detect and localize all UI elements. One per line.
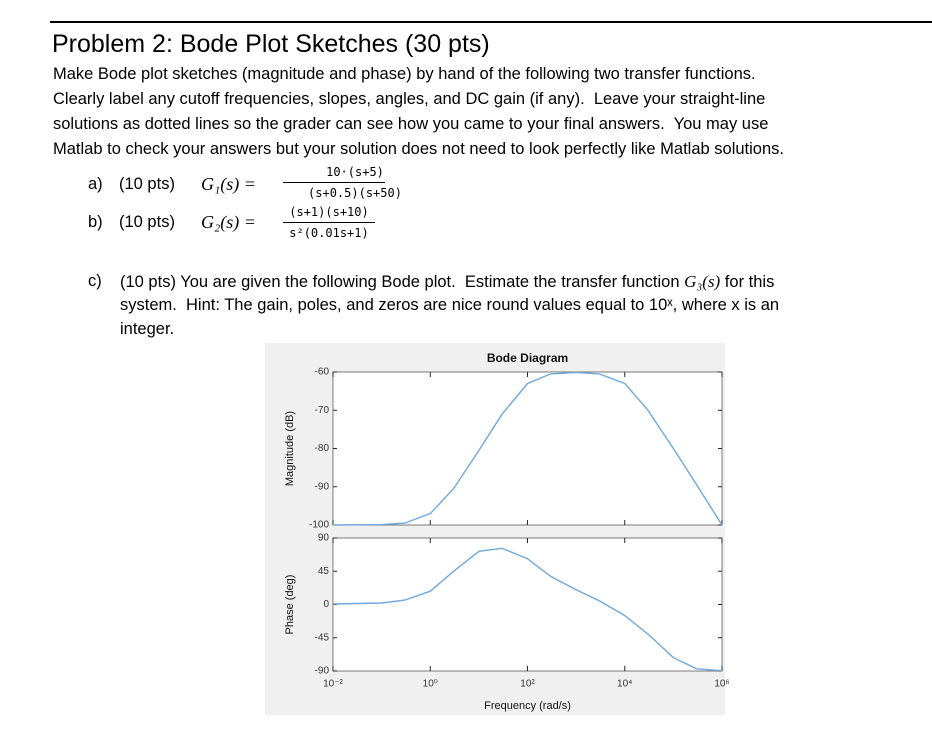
top-rule bbox=[50, 21, 932, 23]
y-tick-label: -100 bbox=[309, 520, 329, 531]
y-tick-label: 0 bbox=[323, 599, 329, 610]
curve bbox=[332, 547, 723, 672]
plot-area bbox=[332, 371, 723, 526]
item-label: c) bbox=[88, 272, 102, 290]
text: (10 pts) You are given the following Bod… bbox=[120, 273, 685, 291]
y-tick-label: -90 bbox=[315, 481, 330, 492]
item-points: (10 pts) bbox=[119, 175, 175, 193]
fraction-bar bbox=[283, 222, 375, 223]
intro-line: solutions as dotted lines so the grader … bbox=[53, 115, 769, 133]
y-tick-label: -45 bbox=[315, 632, 330, 643]
title: Problem 2: Bode Plot Sketches (30 pts) bbox=[52, 30, 490, 58]
y-tick-label: 45 bbox=[318, 566, 330, 577]
item-label: a) bbox=[88, 175, 103, 193]
numerator: (s+1)(s+10) bbox=[289, 205, 369, 219]
item-points: (10 pts) bbox=[119, 213, 175, 231]
fraction-bar bbox=[283, 182, 385, 183]
denominator: s²(0.01s+1) bbox=[289, 226, 369, 240]
y-tick-label: 90 bbox=[318, 533, 330, 544]
denominator: (s+0.5)(s+50) bbox=[308, 186, 402, 200]
y-axis-label: Magnitude (dB) bbox=[284, 411, 296, 486]
item-lhs: G₁(s) = bbox=[201, 174, 256, 194]
x-tick-label: 10⁶ bbox=[714, 679, 729, 690]
math: G₃(s) bbox=[684, 272, 721, 291]
intro-line: Clearly label any cutoff frequencies, sl… bbox=[53, 90, 766, 108]
intro-line: Matlab to check your answers but your so… bbox=[53, 140, 784, 158]
y-tick-label: -80 bbox=[315, 443, 330, 454]
numerator: 10·(s+5) bbox=[326, 165, 384, 179]
y-tick-label: -90 bbox=[315, 666, 330, 677]
text: for this bbox=[720, 273, 775, 291]
curve bbox=[332, 371, 723, 526]
y-tick-label: -60 bbox=[315, 367, 330, 378]
chart-title: Bode Diagram bbox=[487, 351, 568, 365]
item-lhs: G₂(s) = bbox=[201, 212, 256, 232]
x-tick-label: 10² bbox=[520, 679, 535, 690]
y-axis-label: Phase (deg) bbox=[284, 575, 296, 635]
item-label: b) bbox=[88, 213, 103, 231]
part-c-line: system. Hint: The gain, poles, and zeros… bbox=[120, 296, 780, 314]
x-tick-label: 10⁰ bbox=[423, 679, 438, 690]
y-tick-label: -70 bbox=[315, 405, 330, 416]
x-tick-label: 10⁴ bbox=[617, 679, 632, 690]
part-c-line: integer. bbox=[120, 320, 175, 338]
plot-area bbox=[332, 537, 723, 672]
x-tick-label: 10⁻² bbox=[323, 679, 343, 690]
intro-line: Make Bode plot sketches (magnitude and p… bbox=[53, 65, 756, 83]
part-c-line: (10 pts) You are given the following Bod… bbox=[120, 272, 774, 292]
x-axis-label: Frequency (rad/s) bbox=[484, 700, 571, 712]
